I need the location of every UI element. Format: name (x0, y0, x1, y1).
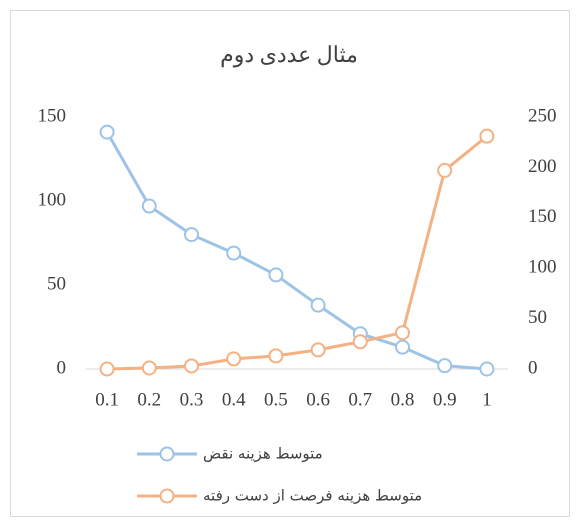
x-tick-label: 1 (482, 389, 492, 410)
y2-tick-label: 150 (528, 206, 557, 227)
x-tick-label: 0.9 (433, 389, 457, 410)
series-marker (352, 334, 368, 350)
x-tick-label: 0.1 (95, 389, 119, 410)
series-marker (184, 358, 199, 374)
legend-label: متوسط هزینه نقض (203, 445, 323, 463)
y-tick-label: 0 (57, 357, 67, 378)
series-marker (395, 339, 410, 355)
series-marker (99, 124, 115, 140)
x-tick-label: 0.8 (391, 389, 415, 410)
y2-tick-label: 250 (528, 105, 557, 126)
series-line (105, 131, 488, 371)
series-marker (141, 360, 157, 376)
x-tick-label: 0.2 (137, 389, 161, 410)
legend-marker (159, 488, 175, 504)
series-marker (141, 198, 157, 214)
y-tick-label: 100 (38, 189, 67, 210)
series-marker (437, 162, 453, 178)
series-marker (395, 325, 410, 341)
y2-tick-label: 200 (528, 156, 557, 177)
legend-label: متوسط هزینه فرصت از دست رفته (203, 487, 422, 505)
series-marker (268, 348, 284, 364)
x-tick-label: 0.6 (306, 389, 330, 410)
x-tick-label: 0.3 (180, 389, 204, 410)
legend-marker (159, 446, 175, 462)
series-marker (310, 297, 326, 313)
y2-tick-label: 50 (528, 307, 547, 328)
series-line (107, 134, 488, 371)
x-tick-label: 0.7 (348, 389, 372, 410)
series-marker (437, 358, 453, 374)
y-tick-label: 50 (47, 273, 66, 294)
y2-tick-label: 100 (528, 257, 557, 278)
series-marker (226, 245, 242, 261)
series-marker (479, 128, 495, 144)
chart-border (10, 10, 570, 517)
series-marker (226, 351, 242, 367)
x-tick-label: 0.5 (264, 389, 288, 410)
series-marker (268, 267, 284, 283)
series-marker (479, 361, 495, 377)
series-marker (310, 342, 326, 358)
y2-tick-label: 0 (528, 357, 538, 378)
x-tick-label: 0.4 (222, 389, 246, 410)
series-marker (184, 227, 199, 243)
y-tick-label: 150 (38, 105, 67, 126)
series-marker (99, 361, 115, 377)
chart-title: مثال عددی دوم (220, 42, 358, 68)
